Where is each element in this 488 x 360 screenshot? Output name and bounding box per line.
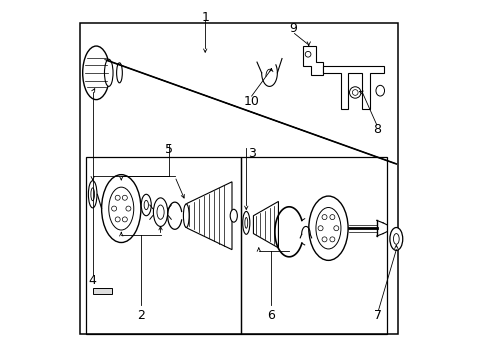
Ellipse shape [153, 198, 167, 226]
Ellipse shape [108, 187, 134, 230]
Text: 10: 10 [243, 95, 259, 108]
Ellipse shape [389, 228, 402, 250]
FancyBboxPatch shape [93, 288, 112, 294]
Ellipse shape [82, 46, 110, 100]
Ellipse shape [91, 188, 94, 201]
Ellipse shape [102, 175, 141, 243]
Ellipse shape [141, 194, 151, 216]
Ellipse shape [88, 181, 97, 208]
Ellipse shape [116, 63, 122, 83]
Polygon shape [185, 182, 231, 249]
Ellipse shape [183, 204, 189, 228]
Ellipse shape [315, 207, 340, 249]
Ellipse shape [144, 201, 148, 210]
Text: 7: 7 [374, 309, 382, 322]
Text: 4: 4 [88, 274, 97, 287]
Text: 1: 1 [201, 11, 209, 24]
Ellipse shape [104, 59, 113, 86]
Text: 2: 2 [137, 309, 144, 322]
Text: 3: 3 [247, 147, 255, 160]
Ellipse shape [230, 209, 237, 222]
Text: 6: 6 [267, 309, 275, 322]
Ellipse shape [244, 217, 247, 228]
Polygon shape [253, 202, 278, 248]
Ellipse shape [393, 234, 398, 244]
Text: 9: 9 [288, 22, 296, 35]
Polygon shape [323, 66, 383, 109]
Text: 8: 8 [372, 123, 380, 136]
Ellipse shape [242, 211, 249, 234]
Ellipse shape [308, 196, 347, 260]
Text: 5: 5 [165, 143, 173, 156]
Ellipse shape [157, 205, 164, 219]
Polygon shape [303, 46, 323, 75]
